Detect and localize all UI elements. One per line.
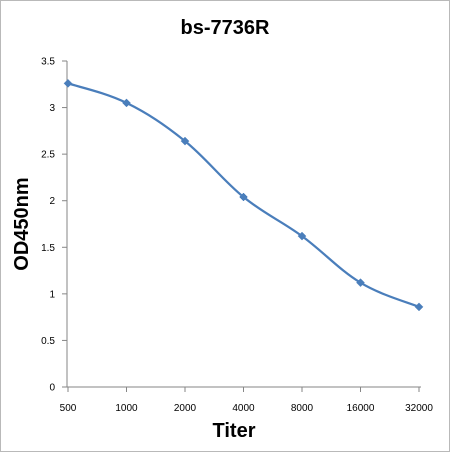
- y-axis-ticks: 0 0.5 1 1.5 2 2.5 3 3.5: [41, 57, 67, 394]
- x-tick-label: 16000: [347, 403, 375, 414]
- x-tick-label: 32000: [405, 403, 433, 414]
- data-point-marker: [239, 192, 248, 202]
- data-point-marker: [297, 231, 307, 241]
- chart-title: bs-7736R: [181, 17, 270, 39]
- x-tick-label: 4000: [232, 403, 255, 414]
- data-point-marker: [63, 79, 73, 88]
- x-axis-ticks: 500 1000 2000 4000 8000 16000 32000: [60, 387, 433, 414]
- y-tick-label: 1.5: [41, 243, 55, 254]
- y-tick-label: 1: [49, 289, 55, 300]
- data-point-marker: [356, 278, 365, 288]
- x-axis-label: Titer: [213, 420, 256, 442]
- series-layer: [63, 79, 424, 312]
- y-tick-label: 0.5: [41, 336, 55, 347]
- x-tick-label: 1000: [115, 403, 138, 414]
- x-tick-label: 500: [60, 403, 77, 414]
- y-tick-label: 3.5: [41, 57, 55, 68]
- x-tick-label: 2000: [174, 403, 197, 414]
- y-tick-label: 2: [49, 196, 55, 207]
- data-point-marker: [414, 302, 424, 312]
- data-point-marker: [122, 98, 131, 108]
- x-tick-label: 8000: [291, 403, 314, 414]
- y-axis-label: OD450nm: [11, 177, 33, 270]
- data-point-marker: [180, 136, 190, 146]
- y-tick-label: 0: [49, 383, 55, 394]
- y-tick-label: 2.5: [41, 150, 55, 161]
- y-tick-label: 3: [49, 103, 55, 114]
